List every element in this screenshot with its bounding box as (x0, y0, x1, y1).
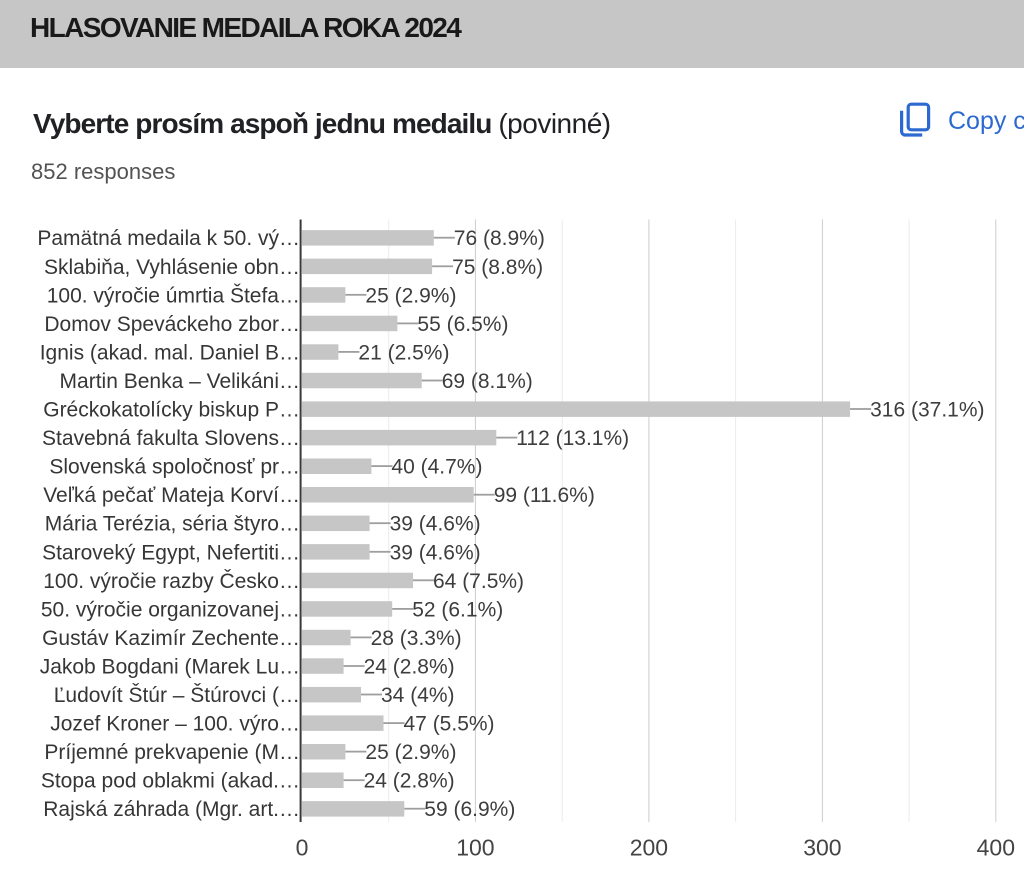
svg-text:316 (37.1%): 316 (37.1%) (870, 399, 984, 422)
svg-text:0: 0 (296, 835, 309, 861)
svg-text:69 (8.1%): 69 (8.1%) (442, 370, 533, 393)
svg-text:300: 300 (803, 835, 841, 861)
svg-text:100: 100 (456, 835, 494, 861)
svg-text:21 (2.5%): 21 (2.5%) (358, 341, 449, 364)
svg-text:200: 200 (630, 835, 668, 861)
svg-text:112 (13.1%): 112 (13.1%) (516, 427, 629, 450)
svg-text:24 (2.8%): 24 (2.8%) (364, 770, 455, 793)
svg-text:55 (6.5%): 55 (6.5%) (417, 313, 508, 336)
svg-text:64 (7.5%): 64 (7.5%) (433, 570, 524, 593)
svg-text:Jozef Kroner – 100. výro…: Jozef Kroner – 100. výro… (50, 713, 300, 736)
svg-text:24 (2.8%): 24 (2.8%) (364, 656, 455, 679)
svg-text:100. výročie razby Česko…: 100. výročie razby Česko… (43, 570, 300, 593)
svg-text:39 (4.6%): 39 (4.6%) (390, 541, 481, 564)
svg-text:Mária Terézia, séria štyro…: Mária Terézia, séria štyro… (45, 513, 300, 536)
svg-text:76 (8.9%): 76 (8.9%) (454, 227, 545, 250)
svg-text:28 (3.3%): 28 (3.3%) (371, 627, 462, 650)
svg-text:25 (2.9%): 25 (2.9%) (365, 284, 456, 307)
svg-text:Ľudovít Štúr – Štúrovci (…: Ľudovít Štúr – Štúrovci (… (54, 684, 300, 707)
svg-text:Domov Speváckeho zbor…: Domov Speváckeho zbor… (44, 313, 300, 336)
svg-text:Stopa pod oblakmi (akad.…: Stopa pod oblakmi (akad.… (41, 770, 300, 793)
svg-text:Gustáv Kazimír Zechente…: Gustáv Kazimír Zechente… (42, 627, 300, 650)
svg-text:Ignis (akad. mal. Daniel B…: Ignis (akad. mal. Daniel B… (40, 341, 300, 364)
svg-text:Martin Benka – Velikáni…: Martin Benka – Velikáni… (60, 370, 300, 393)
svg-text:50. výročie organizovanej…: 50. výročie organizovanej… (41, 598, 300, 621)
svg-text:Jakob Bogdani (Marek Lu…: Jakob Bogdani (Marek Lu… (40, 656, 300, 679)
svg-text:39 (4.6%): 39 (4.6%) (390, 513, 481, 536)
svg-text:Veľká pečať Mateja Korví…: Veľká pečať Mateja Korví… (43, 484, 300, 507)
svg-text:75 (8.8%): 75 (8.8%) (452, 256, 543, 279)
svg-text:Staroveký Egypt, Nefertiti…: Staroveký Egypt, Nefertiti… (42, 541, 300, 564)
svg-text:Gréckokatolícky biskup P…: Gréckokatolícky biskup P… (43, 399, 300, 422)
svg-text:Sklabiňa, Vyhlásenie obn…: Sklabiňa, Vyhlásenie obn… (44, 256, 300, 279)
svg-text:52 (6.1%): 52 (6.1%) (412, 598, 503, 621)
svg-text:25 (2.9%): 25 (2.9%) (365, 741, 456, 764)
svg-text:47 (5.5%): 47 (5.5%) (404, 713, 495, 736)
svg-text:Príjemné prekvapenie (M…: Príjemné prekvapenie (M… (44, 741, 300, 764)
svg-text:99 (11.6%): 99 (11.6%) (494, 484, 595, 507)
svg-text:Pamätná medaila k 50. vý…: Pamätná medaila k 50. vý… (37, 227, 300, 250)
svg-text:40 (4.7%): 40 (4.7%) (391, 456, 482, 479)
svg-text:Stavebná fakulta Slovens…: Stavebná fakulta Slovens… (42, 427, 300, 450)
svg-text:59 (6.9%): 59 (6.9%) (424, 798, 515, 821)
svg-text:Slovenská spoločnosť pr…: Slovenská spoločnosť pr… (49, 456, 300, 479)
svg-text:Rajská záhrada (Mgr. art.…: Rajská záhrada (Mgr. art.… (43, 798, 300, 821)
svg-text:100. výročie úmrtia Štefa…: 100. výročie úmrtia Štefa… (47, 284, 300, 307)
svg-text:34 (4%): 34 (4%) (381, 684, 455, 707)
svg-text:400: 400 (977, 835, 1015, 861)
